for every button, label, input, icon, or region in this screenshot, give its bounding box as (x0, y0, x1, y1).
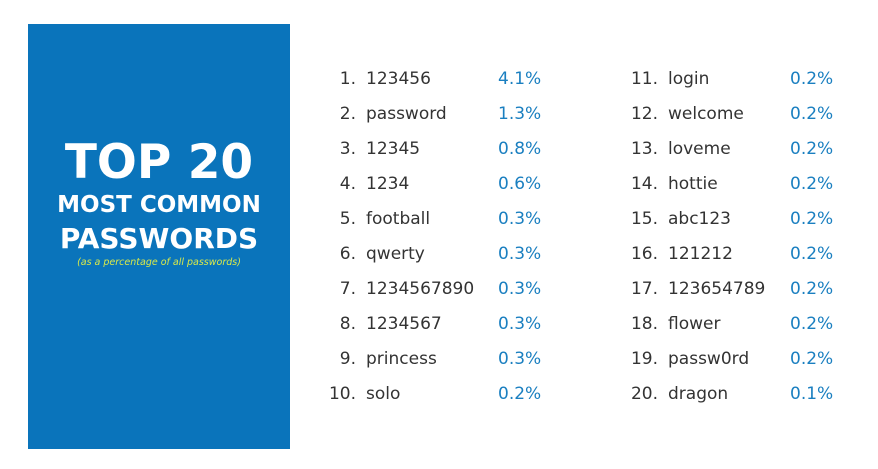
rank-number: 15. (630, 209, 658, 229)
password-row: 6. qwerty 0.3% (300, 237, 560, 272)
title-most-common: MOST COMMON (57, 192, 261, 218)
password-percent: 0.2% (790, 69, 834, 89)
rank-number: 18. (630, 314, 658, 334)
password-row: 8. 1234567 0.3% (300, 307, 560, 342)
password-percent: 0.2% (790, 314, 834, 334)
rank-number: 20. (630, 384, 658, 404)
password-percent: 0.8% (498, 139, 542, 159)
password-percent: 0.3% (498, 244, 542, 264)
rank-number: 17. (630, 279, 658, 299)
password-percent: 0.2% (790, 174, 834, 194)
password-row: 1. 123456 4.1% (300, 62, 560, 97)
password-text: 121212 (668, 244, 733, 264)
password-row: 12. welcome 0.2% (602, 97, 862, 132)
subtitle-note: (as a percentage of all passwords) (77, 257, 241, 268)
password-percent: 0.1% (790, 384, 834, 404)
password-row: 3. 12345 0.8% (300, 132, 560, 167)
password-text: football (366, 209, 431, 229)
password-text: password (366, 104, 447, 124)
password-row: 20. dragon 0.1% (602, 377, 862, 412)
password-text: hottie (668, 174, 718, 194)
rank-number: 7. (339, 279, 356, 299)
password-text: 12345 (366, 139, 421, 159)
password-text: loveme (668, 139, 731, 159)
password-text: qwerty (366, 244, 425, 264)
password-text: flower (668, 314, 721, 334)
password-text: dragon (668, 384, 729, 404)
password-text: 1234 (366, 174, 410, 194)
rank-number: 16. (630, 244, 658, 264)
password-percent: 1.3% (498, 104, 542, 124)
rank-number: 13. (630, 139, 658, 159)
password-row: 4. 1234 0.6% (300, 167, 560, 202)
password-percent: 0.2% (790, 104, 834, 124)
password-percent: 0.2% (790, 349, 834, 369)
password-percent: 0.2% (498, 384, 542, 404)
password-row: 2. password 1.3% (300, 97, 560, 132)
rank-number: 3. (339, 139, 356, 159)
rank-number: 9. (339, 349, 356, 369)
rank-number: 6. (339, 244, 356, 264)
password-text: login (668, 69, 710, 89)
password-row: 5. football 0.3% (300, 202, 560, 237)
rank-number: 12. (630, 104, 658, 124)
password-row: 13. loveme 0.2% (602, 132, 862, 167)
title-top-20: TOP 20 (64, 135, 254, 190)
password-text: 1234567 (366, 314, 442, 334)
rank-number: 5. (339, 209, 356, 229)
password-row: 18. flower 0.2% (602, 307, 862, 342)
rank-number: 11. (630, 69, 658, 89)
password-text: 123654789 (668, 279, 766, 299)
password-percent: 0.2% (790, 244, 834, 264)
password-text: welcome (668, 104, 744, 124)
password-percent: 0.2% (790, 279, 834, 299)
password-percent: 0.3% (498, 349, 542, 369)
rank-number: 19. (630, 349, 658, 369)
rank-number: 8. (339, 314, 356, 334)
password-row: 14. hottie 0.2% (602, 167, 862, 202)
rank-number: 1. (339, 69, 356, 89)
password-row: 11. login 0.2% (602, 62, 862, 97)
password-row: 9. princess 0.3% (300, 342, 560, 377)
rank-number: 14. (630, 174, 658, 194)
password-text: 1234567890 (366, 279, 475, 299)
rank-number: 4. (339, 174, 356, 194)
password-text: 123456 (366, 69, 431, 89)
password-percent: 0.3% (498, 314, 542, 334)
password-percent: 0.6% (498, 174, 542, 194)
password-text: abc123 (668, 209, 732, 229)
password-text: passw0rd (668, 349, 750, 369)
password-row: 16. 121212 0.2% (602, 237, 862, 272)
title-panel: TOP 20 MOST COMMON PASSWORDS (as a perce… (28, 24, 290, 449)
password-percent: 0.2% (790, 209, 834, 229)
rank-number: 2. (339, 104, 356, 124)
password-percent: 0.3% (498, 209, 542, 229)
password-row: 19. passw0rd 0.2% (602, 342, 862, 377)
password-percent: 0.2% (790, 139, 834, 159)
password-text: solo (366, 384, 401, 404)
password-percent: 0.3% (498, 279, 542, 299)
title-passwords: PASSWORDS (59, 222, 259, 255)
password-row: 10. solo 0.2% (300, 377, 560, 412)
password-row: 17. 123654789 0.2% (602, 272, 862, 307)
rank-number: 10. (328, 384, 356, 404)
password-percent: 4.1% (498, 69, 542, 89)
password-row: 7. 1234567890 0.3% (300, 272, 560, 307)
password-row: 15. abc123 0.2% (602, 202, 862, 237)
password-text: princess (366, 349, 437, 369)
